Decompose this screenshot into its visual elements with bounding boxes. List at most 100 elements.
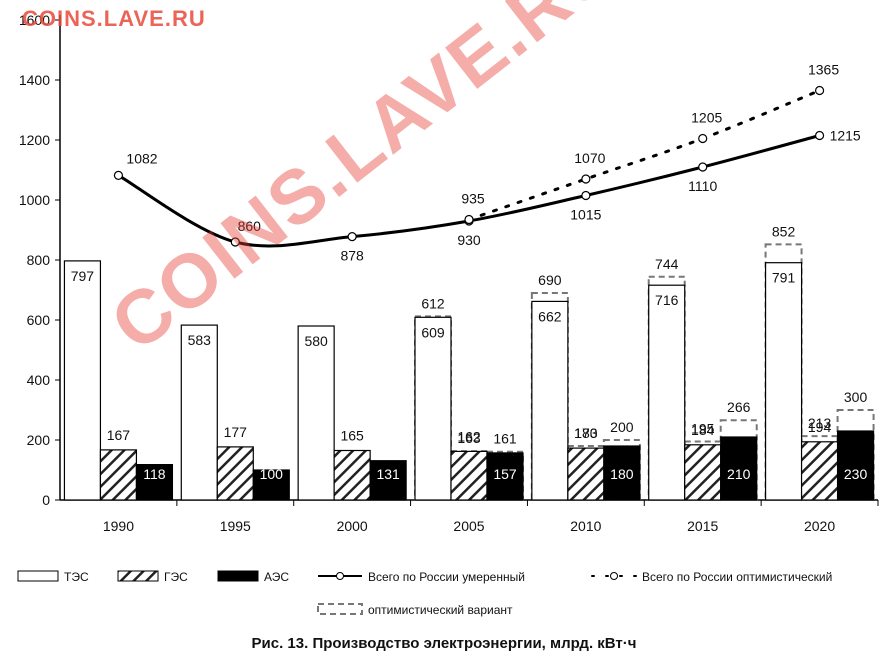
legend-label-tes: ТЭС bbox=[64, 570, 89, 584]
y-tick-label: 600 bbox=[27, 312, 51, 328]
bar-value-label: 662 bbox=[538, 308, 562, 324]
bar-value-label: 194 bbox=[808, 419, 832, 435]
legend-marker-moderate bbox=[336, 572, 344, 580]
optimistic-point bbox=[814, 85, 825, 96]
optimistic-value-label: 300 bbox=[844, 389, 868, 405]
bar-black bbox=[252, 469, 290, 501]
bar-value-label: 100 bbox=[260, 466, 284, 482]
optimistic-value-label: 1365 bbox=[808, 62, 839, 78]
bar-black bbox=[720, 436, 758, 501]
optimistic-value-label: 744 bbox=[655, 256, 679, 272]
optimistic-value-label: 852 bbox=[772, 223, 796, 239]
bar-black bbox=[836, 430, 875, 501]
bar-white bbox=[764, 262, 803, 501]
bar-value-label: 184 bbox=[691, 422, 715, 438]
x-tick-label: 2005 bbox=[453, 518, 484, 534]
moderate-value-label: 1082 bbox=[126, 150, 157, 166]
bar-hatch bbox=[567, 447, 605, 501]
figure-caption: Рис. 13. Производство электроэнергии, мл… bbox=[251, 635, 637, 652]
x-tick-label: 2000 bbox=[337, 518, 368, 534]
bar-hatch bbox=[216, 446, 254, 501]
moderate-point bbox=[230, 237, 240, 247]
moderate-value-label: 878 bbox=[340, 248, 364, 264]
optimistic-value-label: 1205 bbox=[691, 110, 722, 126]
bar-value-label: 716 bbox=[655, 292, 679, 308]
moderate-point bbox=[347, 232, 357, 242]
y-tick-label: 0 bbox=[42, 492, 50, 508]
bar-black bbox=[486, 452, 524, 501]
y-tick-label: 1000 bbox=[19, 192, 50, 208]
moderate-value-label: 860 bbox=[238, 218, 262, 234]
x-tick-label: 1990 bbox=[103, 518, 134, 534]
legend-label-variant: оптимистический вариант bbox=[368, 603, 513, 617]
y-tick-label: 200 bbox=[27, 432, 51, 448]
bar-value-label: 791 bbox=[772, 270, 796, 286]
bar-value-label: 173 bbox=[574, 425, 598, 441]
optimistic-value-label: 690 bbox=[538, 272, 562, 288]
bar-value-label: 609 bbox=[421, 324, 445, 340]
y-tick-label: 800 bbox=[27, 252, 51, 268]
bar-value-label: 165 bbox=[340, 428, 364, 444]
optimistic-point bbox=[464, 214, 474, 225]
optimistic-point bbox=[698, 133, 708, 144]
legend-label-optimistic: Всего по России оптимистический bbox=[642, 570, 832, 584]
moderate-value-label: 1015 bbox=[570, 207, 601, 223]
x-tick-label: 1995 bbox=[220, 518, 251, 534]
moderate-point bbox=[581, 190, 591, 201]
optimistic-total-line bbox=[467, 89, 822, 221]
bar-white bbox=[180, 324, 218, 501]
y-tick-label: 1200 bbox=[19, 132, 50, 148]
bar-value-label: 180 bbox=[610, 466, 634, 482]
legend-swatch-ges bbox=[117, 570, 159, 582]
bar-value-label: 162 bbox=[457, 428, 481, 444]
watermark-top: COINS.LAVE.RU bbox=[22, 6, 206, 31]
bar-hatch bbox=[450, 450, 488, 501]
moderate-point bbox=[814, 130, 825, 141]
bar-hatch bbox=[684, 444, 722, 501]
moderate-value-label: 1215 bbox=[830, 128, 861, 144]
bar-white bbox=[414, 316, 452, 501]
optimistic-value-label: 213 bbox=[808, 415, 832, 431]
legend-swatch-tes bbox=[17, 570, 59, 582]
moderate-point bbox=[698, 162, 708, 172]
legend-swatch-variant bbox=[317, 603, 363, 615]
optimistic-value-label: 1070 bbox=[574, 150, 605, 166]
bar-black bbox=[603, 445, 641, 501]
y-tick-label: 1600 bbox=[19, 12, 50, 28]
bar-value-label: 580 bbox=[304, 333, 328, 349]
legend-label-moderate: Всего по России умеренный bbox=[368, 570, 525, 584]
bar-value-label: 177 bbox=[224, 424, 248, 440]
bar-hatch bbox=[800, 441, 839, 501]
bar-value-label: 157 bbox=[493, 466, 517, 482]
optimistic-value-label: 180 bbox=[574, 425, 598, 441]
legend-marker-optimistic bbox=[610, 572, 618, 580]
bar-value-label: 797 bbox=[71, 268, 95, 284]
legend-label-ges: ГЭС bbox=[164, 570, 188, 584]
bar-value-label: 167 bbox=[107, 427, 131, 443]
bar-value-label: 210 bbox=[727, 466, 751, 482]
bar-hatch bbox=[99, 449, 138, 501]
bar-hatch bbox=[333, 449, 371, 501]
bar-value-label: 131 bbox=[376, 466, 400, 482]
x-tick-label: 2010 bbox=[570, 518, 601, 534]
x-tick-label: 2015 bbox=[687, 518, 718, 534]
optimistic-value-label: 612 bbox=[421, 295, 445, 311]
bar-white bbox=[297, 325, 335, 501]
moderate-point bbox=[113, 170, 124, 180]
optimistic-value-label: 200 bbox=[610, 419, 634, 435]
optimistic-value-label: 195 bbox=[691, 421, 715, 437]
optimistic-value-label: 935 bbox=[461, 191, 485, 207]
moderate-value-label: 930 bbox=[457, 232, 481, 248]
legend-swatch-aes bbox=[217, 570, 259, 582]
optimistic-value-label: 161 bbox=[493, 431, 517, 447]
optimistic-value-label: 163 bbox=[457, 430, 481, 446]
bar-white bbox=[648, 284, 686, 501]
bar-value-label: 230 bbox=[844, 466, 868, 482]
optimistic-point bbox=[581, 174, 591, 184]
bar-white bbox=[531, 300, 569, 501]
moderate-value-label: 1110 bbox=[688, 178, 717, 194]
legend-label-aes: АЭС bbox=[264, 570, 289, 584]
y-tick-label: 400 bbox=[27, 372, 51, 388]
